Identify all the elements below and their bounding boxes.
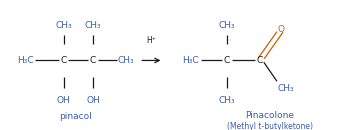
Text: Pinacolone: Pinacolone [246,110,294,120]
Text: CH₃: CH₃ [55,21,72,31]
Text: C: C [257,56,263,65]
Text: C: C [90,56,96,65]
Text: H₃C: H₃C [183,56,199,65]
Text: H⁺: H⁺ [147,36,156,45]
Text: C: C [61,56,67,65]
Text: CH₃: CH₃ [85,21,101,31]
Text: C: C [224,56,230,65]
Text: O: O [278,25,285,34]
Text: CH₃: CH₃ [219,21,235,31]
Text: (Methyl t-butylketone): (Methyl t-butylketone) [227,122,313,130]
Text: OH: OH [57,96,71,105]
Text: H₃C: H₃C [17,56,33,65]
Text: CH₃: CH₃ [278,84,294,93]
Text: CH₃: CH₃ [219,96,235,105]
Text: pinacol: pinacol [59,112,92,121]
Text: OH: OH [86,96,100,105]
Text: CH₃: CH₃ [117,56,134,65]
